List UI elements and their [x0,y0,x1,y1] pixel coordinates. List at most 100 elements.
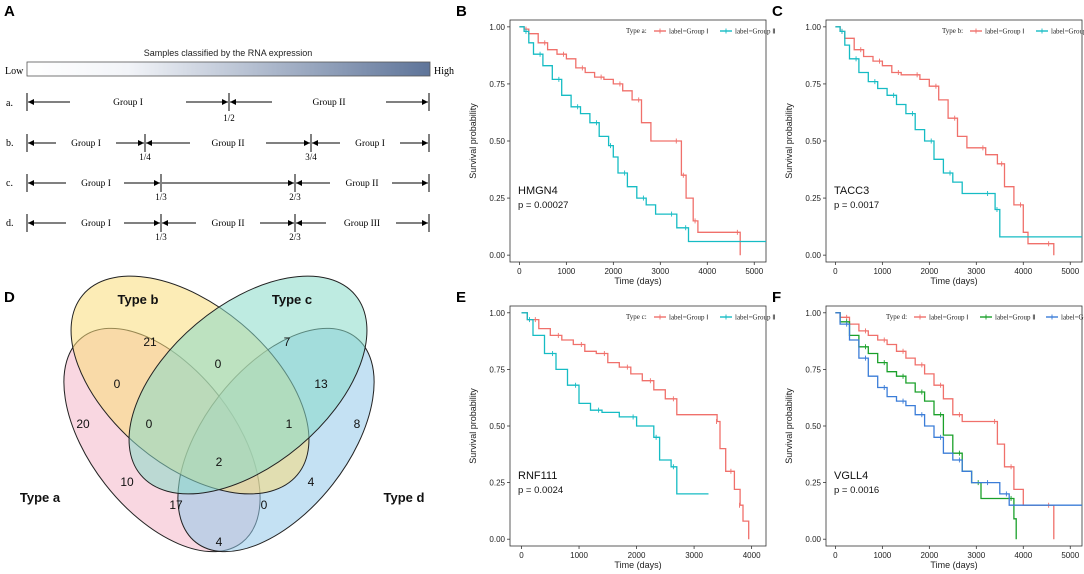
x-tick-label: 2000 [628,551,646,560]
x-tick-label: 2000 [920,551,938,560]
survival-plots: 0.00 0.25 0.50 0.75 1.00 0 1000 2000 3000 4000 500… [468,19,1084,570]
y-tick-label: 0.50 [805,422,821,431]
panel-letter-b: B [456,3,467,20]
venn-ellipse-c [128,275,368,495]
y-axis-label: Survival probability [468,388,478,464]
legend-title: Type d: [886,313,907,321]
group-label: Group II [212,139,245,149]
venn-ellipses [63,275,375,553]
legend: Type b: label=Group Ⅰ label=Group Ⅱ [942,27,1084,36]
y-tick-label: 0.25 [489,194,505,203]
legend-entry: label=Group Ⅰ [669,28,708,36]
gene-name: VGLL4 [834,470,868,482]
plot-frame [825,19,1083,263]
schematic-row-c: c. Group I Group II 1/3 2/3 [6,174,430,202]
y-axis-label: Survival probability [468,103,478,179]
x-tick-label: 1000 [873,267,891,276]
legend: Type a: label=Group Ⅰ label=Group Ⅱ [626,27,776,36]
y-tick-label: 0.00 [489,251,505,260]
gene-name: TACC3 [834,185,869,197]
y-tick-label: 1.00 [805,23,821,32]
group-label: Group II [346,179,379,189]
cut-label: 1/4 [139,152,151,162]
gene-name: RNF111 [518,470,557,482]
survival-curve-1 [835,26,1055,256]
plot-frame [509,19,767,263]
group-label: Group I [355,139,385,149]
low-label: Low [5,66,24,77]
venn-count-ac: 10 [120,475,134,489]
y-tick-label: 0.25 [805,479,821,488]
panel-letter-c: C [772,3,783,20]
plot-frame [825,305,1083,547]
row-key: a. [6,98,13,109]
panel-d: D Type b Type c Type a Type d 20 21 7 8 … [4,275,425,553]
x-tick-label: 4000 [743,551,761,560]
row-key: b. [6,138,14,149]
y-tick-label: 1.00 [489,23,505,32]
x-tick-label: 4000 [698,267,716,276]
cut-label: 1/2 [223,113,235,123]
x-tick-label: 5000 [1061,551,1079,560]
cut-label: 2/3 [289,232,301,242]
y-tick-label: 0.25 [805,194,821,203]
group-label: Group III [344,219,380,229]
venn-label-d: Type d [384,490,425,505]
km-plot-c: 0.00 0.25 0.50 0.75 1.00 0 1000 2000 3000 4000 500… [784,19,1084,286]
legend-entry: label=Group Ⅱ [735,28,776,36]
y-tick-label: 0.50 [489,137,505,146]
schematic-row-a: a. Group I Group II 1/2 [6,93,430,123]
y-tick-label: 0.50 [489,422,505,431]
y-axis-label: Survival probability [784,388,794,464]
gene-name: HMGN4 [518,185,558,197]
x-tick-label: 1000 [570,551,588,560]
survival-curve-3 [835,312,1082,506]
venn-count-d: 8 [354,417,361,431]
y-tick-label: 0.00 [805,251,821,260]
panel-letter-d: D [4,289,15,306]
y-tick-label: 0.00 [805,535,821,544]
panel-letter-f: F [772,289,781,306]
x-tick-label: 3000 [967,267,985,276]
cut-label: 1/3 [155,232,167,242]
schematic-title: Samples classified by the RNA expression [144,48,313,58]
x-axis-label: Time (days) [930,276,977,286]
row-key: c. [6,178,13,189]
venn-label-a: Type a [20,490,61,505]
x-tick-label: 3000 [651,267,669,276]
x-tick-label: 0 [833,267,838,276]
y-tick-label: 0.75 [489,365,505,374]
venn-count-bc: 0 [215,357,222,371]
legend: Type c: label=Group Ⅰ label=Group Ⅱ [626,313,776,322]
x-tick-label: 2000 [604,267,622,276]
panel-letter-e: E [456,289,466,306]
x-axis-label: Time (days) [930,560,977,570]
venn-count-ad: 4 [216,535,223,549]
survival-curve-1 [521,312,750,540]
legend-title: Type c: [626,313,647,321]
group-label: Group I [81,219,111,229]
group-label: Group II [313,98,346,108]
legend-entry: label=Group Ⅲ [1061,314,1084,322]
venn-label-b: Type b [118,292,159,307]
survival-curve-2 [521,312,709,495]
x-tick-label: 5000 [1061,267,1079,276]
km-plot-f: 0.00 0.25 0.50 0.75 1.00 0 1000 2000 3000 4000 500… [784,305,1084,570]
km-plot-e: 0.00 0.25 0.50 0.75 1.00 0 1000 2000 3000 4000 Tim… [468,305,776,570]
expression-gradient-bar [26,61,431,77]
group-label: Group I [113,98,143,108]
x-tick-label: 4000 [1014,267,1032,276]
legend: Type d: label=Group Ⅰ label=Group Ⅱ label=G… [886,313,1084,322]
y-tick-label: 0.00 [489,535,505,544]
group-label: Group I [81,179,111,189]
legend-entry: label=Group Ⅱ [1051,28,1084,36]
venn-count-abcd: 2 [216,455,223,469]
y-tick-label: 1.00 [489,309,505,318]
x-axis-label: Time (days) [614,276,661,286]
legend-entry: label=Group Ⅰ [929,314,968,322]
venn-count-b: 21 [143,335,157,349]
y-tick-label: 0.25 [489,479,505,488]
y-tick-label: 0.50 [805,137,821,146]
cut-label: 1/3 [155,192,167,202]
